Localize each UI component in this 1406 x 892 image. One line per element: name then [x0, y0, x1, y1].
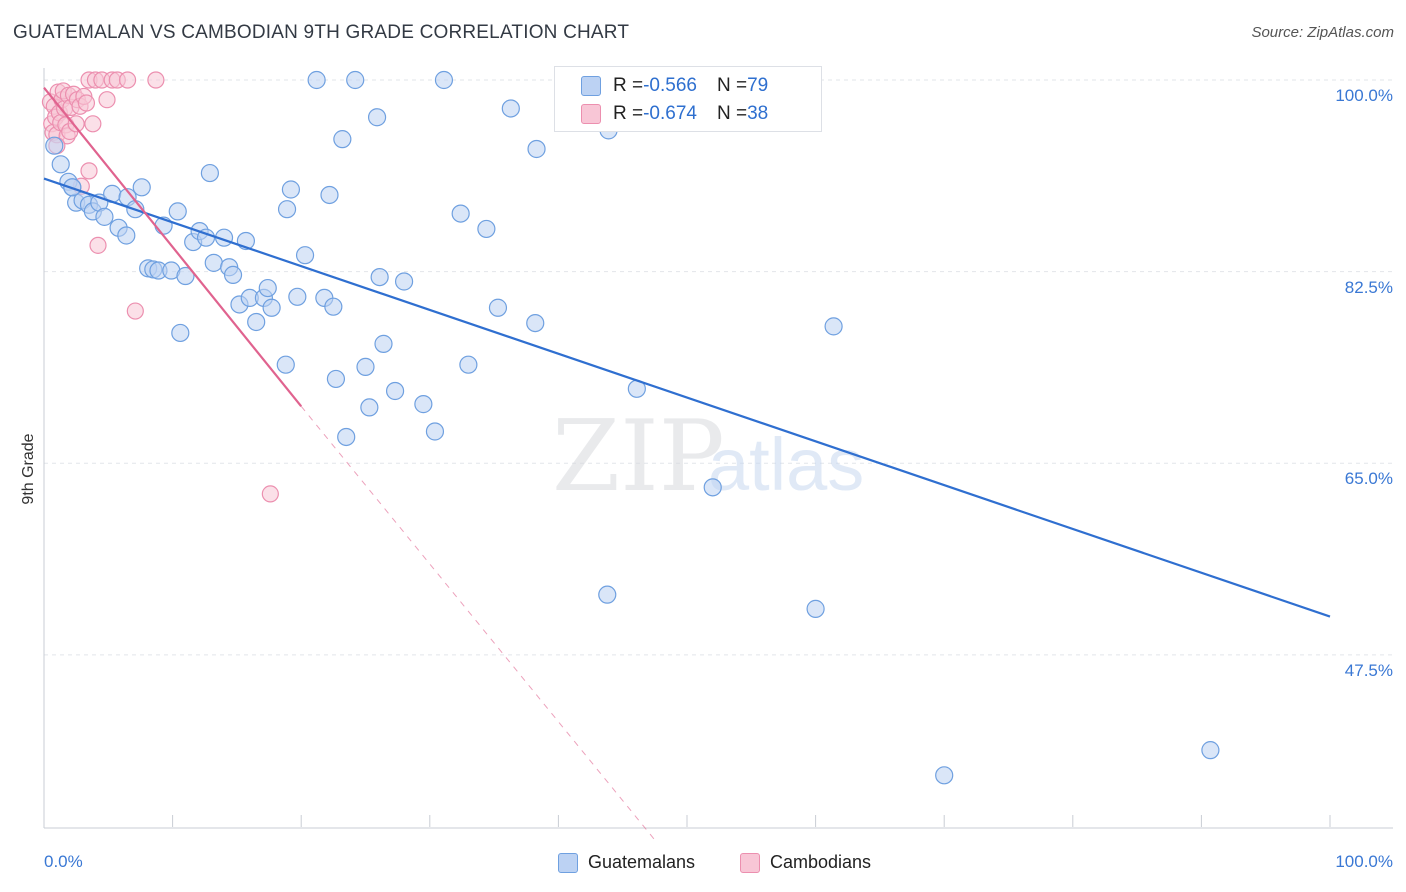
legend-r-value: -0.674: [643, 103, 697, 124]
data-point: [261, 485, 279, 503]
data-point: [281, 180, 301, 199]
data-point: [935, 766, 954, 785]
data-point: [295, 246, 315, 265]
data-point: [360, 398, 379, 417]
chart-title: GUATEMALAN VS CAMBODIAN 9TH GRADE CORREL…: [13, 22, 630, 43]
data-point: [367, 108, 387, 127]
data-point: [394, 272, 414, 291]
trend-line: [43, 86, 303, 408]
data-point: [324, 297, 343, 316]
data-point: [223, 265, 243, 285]
data-point: [488, 298, 508, 317]
legend-item-guatemalans: Guatemalans: [558, 852, 695, 873]
data-point: [326, 369, 346, 389]
data-point: [288, 287, 307, 306]
data-point: [204, 253, 223, 272]
series-legend: Guatemalans Cambodians: [0, 852, 1406, 878]
data-point: [806, 599, 825, 618]
data-point: [337, 427, 356, 447]
data-point: [200, 163, 219, 183]
data-point: [1201, 741, 1220, 760]
data-point: [171, 323, 190, 343]
data-point: [45, 136, 64, 155]
data-point: [168, 202, 187, 221]
y-tick-label: 65.0%: [1344, 469, 1393, 489]
y-tick-label: 100.0%: [1335, 86, 1393, 105]
x-tick-label: 0.0%: [44, 852, 83, 871]
legend-n-label: N =: [716, 75, 748, 96]
axes: [43, 68, 1393, 829]
data-point: [132, 178, 151, 197]
legend-swatch-pink: [581, 104, 601, 124]
data-point: [262, 298, 281, 317]
legend-label-cambodians: Cambodians: [770, 852, 872, 872]
legend-r-label: R =: [613, 103, 644, 124]
data-point: [459, 355, 478, 374]
trend-lines: [43, 86, 1331, 841]
x-tick-label: 100.0%: [1335, 852, 1393, 871]
data-point: [118, 71, 137, 89]
watermark-zip: ZIP: [552, 400, 725, 514]
source-label: Source: ZipAtlas.com: [1251, 24, 1394, 41]
series-guatemalans: [45, 70, 1220, 785]
legend-label-guatemalans: Guatemalans: [588, 852, 696, 872]
data-point: [434, 70, 454, 90]
data-point: [84, 115, 102, 133]
data-point: [501, 99, 520, 118]
data-point: [80, 162, 98, 180]
legend-row-guatemalans: R = -0.566 N = 79: [581, 73, 768, 99]
data-point: [277, 200, 297, 219]
stats-legend: R = -0.566 N = 79 R = -0.674 N = 38: [554, 66, 822, 132]
data-point: [425, 422, 445, 441]
data-point: [526, 313, 545, 333]
legend-n-label: N =: [716, 103, 748, 124]
data-point: [126, 302, 144, 320]
data-point: [51, 155, 70, 174]
legend-swatch-blue: [581, 76, 601, 96]
data-point: [527, 139, 546, 159]
trend-line: [43, 177, 1331, 618]
data-point: [374, 334, 393, 353]
data-point: [320, 185, 339, 205]
legend-n-value: 79: [747, 75, 769, 96]
data-point: [98, 91, 116, 109]
legend-row-cambodians: R = -0.674 N = 38: [581, 101, 768, 127]
legend-swatch-blue: [558, 852, 578, 873]
data-point: [346, 70, 365, 90]
data-point: [385, 381, 405, 401]
data-point: [147, 71, 165, 89]
data-point: [276, 355, 295, 374]
data-point: [258, 278, 277, 298]
data-point: [333, 130, 352, 149]
data-point: [307, 70, 326, 90]
legend-n-value: 38: [747, 103, 769, 124]
watermark: ZIP atlas: [552, 400, 864, 514]
legend-r-label: R =: [613, 75, 644, 96]
data-point: [67, 115, 85, 133]
data-point: [247, 312, 266, 332]
watermark-atlas: atlas: [708, 423, 864, 506]
data-point: [77, 94, 96, 112]
data-point: [451, 204, 470, 223]
y-tick-label: 47.5%: [1344, 660, 1393, 680]
data-point: [356, 357, 375, 376]
data-point: [598, 585, 617, 604]
series-cambodians: [41, 71, 279, 503]
legend-item-cambodians: Cambodians: [740, 852, 871, 873]
trend-line-extension: [300, 405, 656, 841]
data-point: [824, 317, 843, 336]
data-point: [370, 268, 389, 287]
data-point: [703, 478, 722, 497]
data-point: [414, 395, 433, 414]
legend-swatch-pink: [740, 852, 760, 873]
data-point: [89, 236, 107, 254]
legend-r-value: -0.566: [643, 75, 697, 96]
data-point: [176, 266, 195, 286]
data-point: [95, 207, 114, 226]
data-point: [477, 219, 496, 239]
y-tick-label: 82.5%: [1344, 277, 1393, 297]
y-axis-label: 9th Grade: [20, 433, 37, 505]
data-point: [117, 226, 136, 245]
